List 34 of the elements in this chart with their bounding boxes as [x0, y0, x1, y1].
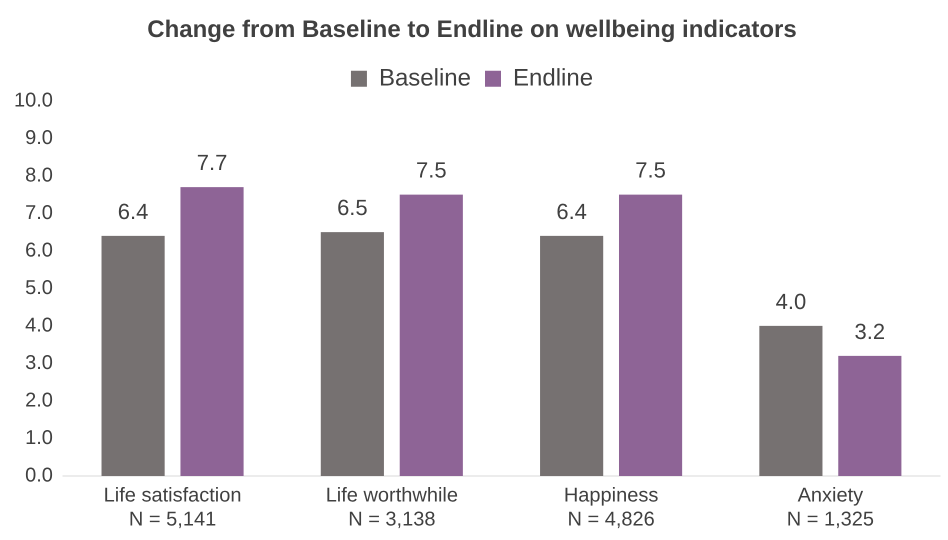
bar [759, 326, 822, 476]
y-tick-label: 5.0 [25, 276, 53, 299]
y-tick-label: 3.0 [25, 352, 53, 374]
x-tick-label: Life satisfaction N = 5,141 [104, 484, 242, 531]
legend-label: Baseline [378, 64, 471, 92]
data-label: 6.4 [118, 198, 148, 224]
y-tick-label: 6.0 [25, 239, 53, 262]
bar [838, 356, 902, 476]
y-tick-label: 0.0 [25, 464, 53, 487]
data-label: 7.7 [196, 150, 228, 176]
legend-label: Endline [513, 64, 594, 92]
data-label: 7.5 [416, 158, 447, 183]
data-label: 6.5 [337, 195, 368, 220]
y-tick-label: 8.0 [25, 164, 53, 186]
bar [540, 236, 604, 476]
chart-title: Change from Baseline to Endline on wellbeing indicators [147, 16, 797, 44]
bar [618, 194, 682, 476]
bar [400, 194, 463, 476]
y-tick-label: 2.0 [25, 389, 53, 412]
y-tick-label: 9.0 [25, 126, 53, 149]
x-tick-label: Anxiety N = 1,325 [786, 484, 874, 531]
bar [320, 232, 384, 476]
y-tick-label: 1.0 [25, 426, 53, 449]
y-tick-label: 10.0 [14, 89, 53, 112]
x-tick-label: Happiness N = 4,826 [564, 484, 658, 531]
data-label: 3.2 [854, 319, 886, 344]
x-tick-label: Life worthwhile N = 3,138 [326, 484, 458, 531]
y-tick-label: 7.0 [25, 202, 53, 224]
bar [102, 236, 165, 476]
y-tick-label: 4.0 [25, 314, 53, 336]
data-label: 6.4 [556, 198, 587, 224]
data-label: 4.0 [776, 288, 806, 314]
bar [180, 187, 244, 476]
data-label: 7.5 [635, 158, 666, 183]
